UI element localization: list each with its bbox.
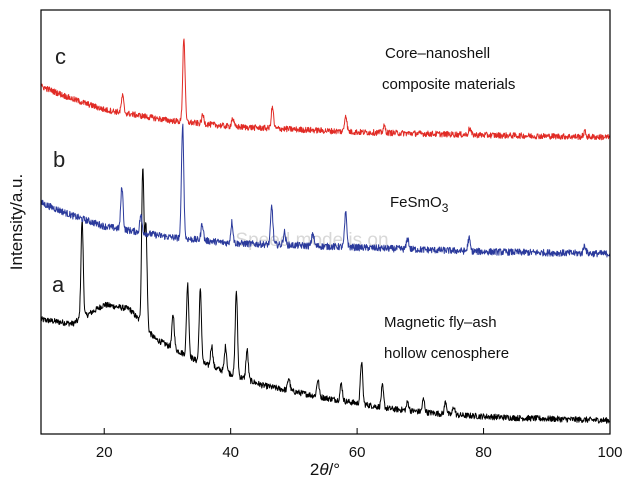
annotation-b-line1: FeSmO3 — [390, 194, 449, 215]
series-line-a — [40, 168, 611, 424]
series-line-c — [40, 38, 611, 141]
y-axis-title: Intensity/a.u. — [7, 174, 26, 270]
x-tick-label-40: 40 — [222, 444, 239, 461]
annotation-a-line1: Magnetic fly–ash — [384, 314, 497, 331]
plot-frame — [40, 9, 611, 435]
annotation-a-line2: hollow cenosphere — [384, 345, 509, 362]
curves-group — [40, 38, 611, 424]
curve-letter-a: a — [52, 272, 65, 297]
x-tick-label-20: 20 — [96, 444, 113, 461]
curve-letter-b: b — [53, 147, 65, 172]
series-line-b — [40, 123, 611, 258]
x-axis-ticks: 20 40 60 80 100 — [96, 428, 623, 461]
annotation-c-line2: composite materials — [382, 76, 515, 93]
x-tick-label-60: 60 — [349, 444, 366, 461]
x-tick-label-100: 100 — [597, 444, 622, 461]
x-axis-title: 2θ/° — [310, 460, 340, 479]
annotation-c-line1: Core–nanoshell — [385, 45, 490, 62]
x-tick-label-80: 80 — [475, 444, 492, 461]
curve-letter-c: c — [55, 44, 66, 69]
